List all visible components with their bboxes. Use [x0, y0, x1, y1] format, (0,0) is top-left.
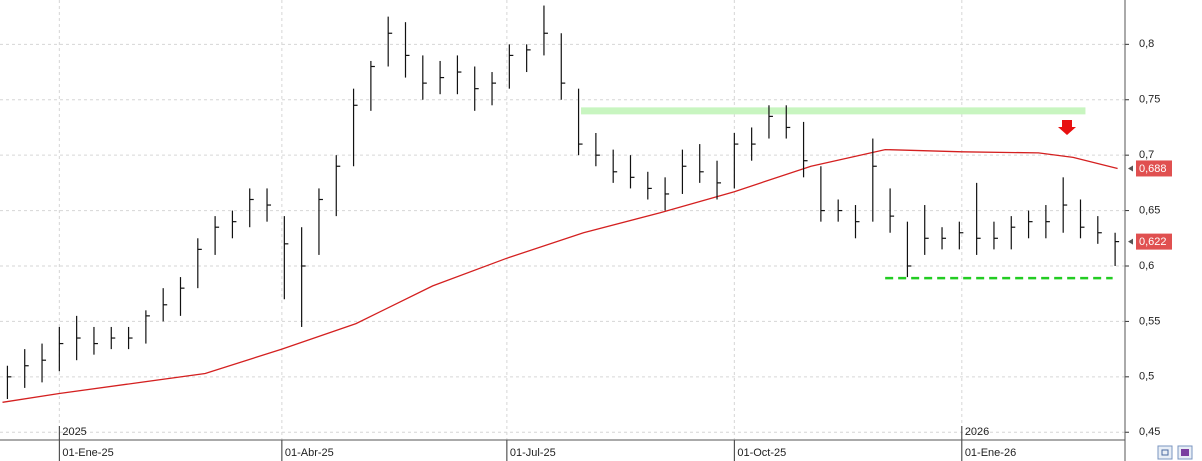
icon-glyph [1181, 449, 1189, 456]
y-tick-label: 0,45 [1139, 426, 1160, 438]
y-tick-label: 0,75 [1139, 94, 1160, 106]
down-arrow [1058, 120, 1076, 135]
moving-average [2, 148, 1118, 403]
last-value-box [1136, 233, 1172, 250]
year-label: 2026 [965, 426, 989, 438]
y-tick-label: 0,8 [1139, 38, 1154, 50]
x-tick-label: 01-Abr-25 [285, 447, 334, 459]
y-tick-label: 0,7 [1139, 149, 1154, 161]
icon-glyph [1161, 449, 1169, 456]
last-value-label: 0,688 [1139, 163, 1167, 175]
year-label: 2025 [62, 426, 86, 438]
toolbar-icon[interactable] [1157, 445, 1173, 460]
last-value-box [1136, 160, 1172, 177]
x-tick-label: 01-Jul-25 [510, 447, 556, 459]
last-value-pointer [1128, 165, 1133, 172]
y-tick-label: 0,5 [1139, 371, 1154, 383]
y-tick-label: 0,55 [1139, 315, 1160, 327]
x-tick-label: 01-Ene-26 [965, 447, 1016, 459]
x-tick-label: 01-Oct-25 [737, 447, 786, 459]
last-value-pointer [1128, 238, 1133, 245]
last-value-label: 0,622 [1139, 236, 1167, 248]
x-tick-label: 01-Ene-25 [62, 447, 113, 459]
plot: 0,45 0,5 0,55 0,6 0,65 0,7 0,75 0,8 01-Ene-25 01-… [0, 0, 1172, 461]
y-tick-label: 0,65 [1139, 204, 1160, 216]
y-tick-label: 0,6 [1139, 260, 1154, 272]
